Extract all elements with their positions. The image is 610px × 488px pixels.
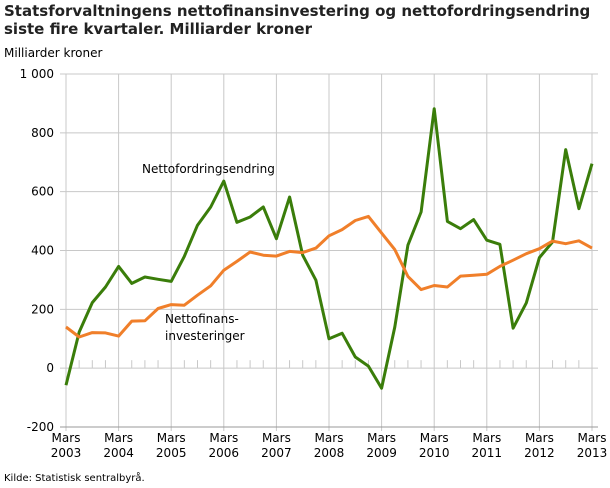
y-tick-label: 1 000: [20, 67, 54, 81]
x-tick-label: Mars 2005: [156, 431, 187, 460]
source-note: Kilde: Statistisk sentralbyrå.: [4, 473, 145, 484]
series-label-nettofordringsendring: Nettofordringsendring: [142, 162, 275, 176]
x-tick-label: Mars 2012: [524, 431, 555, 460]
x-tick-label: Mars 2011: [472, 431, 503, 460]
y-tick-label: 600: [31, 185, 54, 199]
y-tick-label: 200: [31, 302, 54, 316]
x-tick-label: Mars 2008: [314, 431, 345, 460]
series-label-nettofinansinvesteringer: Nettofinans-investeringer: [165, 312, 245, 343]
x-tick-label: Mars 2010: [419, 431, 450, 460]
x-tick-label: Mars 2004: [103, 431, 134, 460]
x-tick-label: Mars 2006: [209, 431, 240, 460]
chart-title: Statsforvaltningens nettofinansinvesteri…: [4, 2, 591, 38]
x-tick-label: Mars 2013: [577, 431, 608, 460]
x-tick-label: Mars 2009: [366, 431, 397, 460]
y-tick-label: -200: [27, 420, 54, 434]
y-tick-label: 400: [31, 244, 54, 258]
y-axis-label: Milliarder kroner: [4, 46, 103, 60]
y-tick-label: 0: [46, 361, 54, 375]
y-tick-label: 800: [31, 126, 54, 140]
x-tick-label: Mars 2003: [51, 431, 82, 460]
x-tick-label: Mars 2007: [261, 431, 292, 460]
